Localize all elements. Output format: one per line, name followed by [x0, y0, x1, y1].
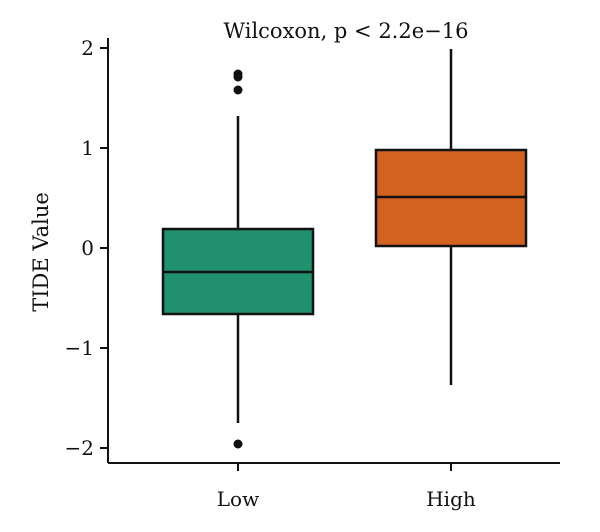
- y-tick-label: 0: [81, 236, 94, 260]
- y-tick-label: 2: [81, 36, 94, 60]
- box-high: [374, 49, 528, 385]
- y-tick-label: −1: [65, 336, 94, 360]
- x-tick-label: High: [426, 487, 476, 511]
- outlier-point: [233, 72, 243, 82]
- x-axis: Low High: [108, 462, 560, 511]
- outlier-point: [233, 85, 243, 95]
- y-axis-label: TIDE Value: [29, 192, 53, 312]
- x-tick-label: Low: [217, 487, 259, 511]
- boxes: [161, 49, 528, 449]
- y-tick-label: −2: [65, 436, 94, 460]
- y-tick-label: 1: [81, 136, 94, 160]
- box-low: [161, 69, 315, 449]
- y-axis: −2 −1 0 1 2: [65, 36, 109, 463]
- wilcoxon-annotation: Wilcoxon, p < 2.2e−16: [224, 19, 469, 43]
- outlier-point: [233, 439, 243, 449]
